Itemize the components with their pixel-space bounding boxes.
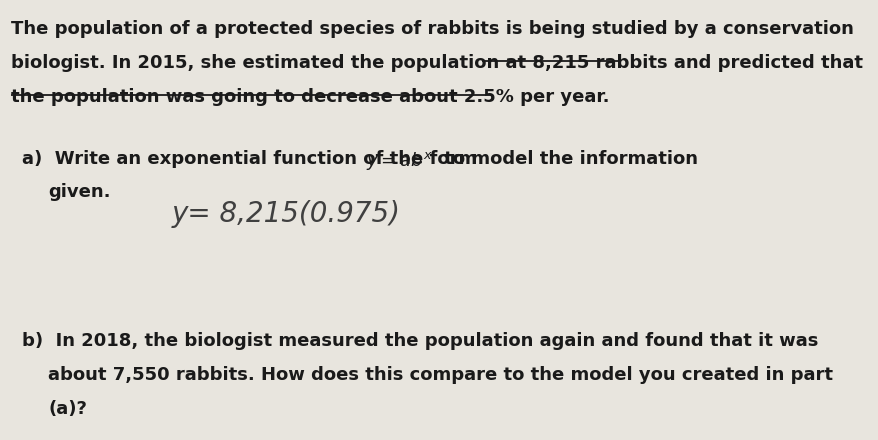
Text: given.: given.: [48, 183, 111, 201]
Text: b)  In 2018, the biologist measured the population again and found that it was: b) In 2018, the biologist measured the p…: [22, 332, 817, 350]
Text: The population of a protected species of rabbits is being studied by a conservat: The population of a protected species of…: [11, 20, 853, 38]
Text: a)  Write an exponential function of the form: a) Write an exponential function of the …: [22, 150, 483, 168]
Text: $y = ab^x$: $y = ab^x$: [365, 150, 432, 172]
Text: (a)?: (a)?: [48, 400, 87, 418]
Text: y= 8,215(0.975): y= 8,215(0.975): [171, 200, 400, 228]
Text: to model the information: to model the information: [437, 150, 697, 168]
Text: about 7,550 rabbits. How does this compare to the model you created in part: about 7,550 rabbits. How does this compa…: [48, 366, 832, 384]
Text: biologist. In 2015, she estimated the population at 8,215 rabbits and predicted : biologist. In 2015, she estimated the po…: [11, 54, 862, 72]
Text: the population was going to decrease about 2.5% per year.: the population was going to decrease abo…: [11, 88, 609, 106]
